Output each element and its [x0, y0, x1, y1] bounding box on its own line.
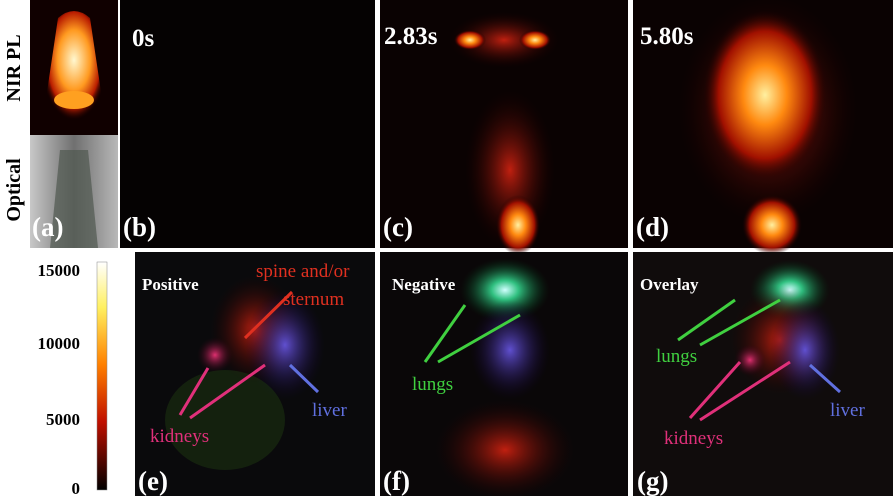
figure: NIR PL Optical (a) 0s (b) 2.83s (c) 5.80… [0, 0, 893, 496]
panel-label: (c) [383, 212, 413, 242]
colorbar-tick: 0 [72, 479, 81, 496]
annotation: liver [312, 400, 347, 421]
side-label: NIR PL [3, 34, 25, 101]
annotation: lungs [412, 374, 453, 395]
colorbar-tick: 15000 [38, 261, 81, 280]
panel-title: Positive [142, 275, 199, 294]
glow [197, 337, 233, 373]
annotation: sternum [283, 289, 344, 310]
glow [770, 300, 840, 400]
glow [165, 370, 285, 470]
time-label: 2.83s [384, 23, 438, 50]
nir-glow [54, 91, 94, 109]
panel-label: (e) [138, 466, 168, 496]
annotation: spine and/or [256, 261, 350, 282]
colorbar-tick: 5000 [46, 410, 80, 429]
glow [435, 400, 575, 496]
glow [454, 30, 486, 50]
glow [470, 300, 550, 400]
glow [703, 10, 827, 180]
glow [734, 344, 766, 376]
panel-title: Overlay [640, 275, 699, 294]
colorbar-tick: 10000 [38, 334, 81, 353]
time-label: 0s [132, 25, 155, 52]
panel-label: (b) [123, 212, 156, 242]
glow [742, 195, 802, 255]
panel-b [120, 0, 375, 248]
panel-title: Negative [392, 275, 456, 294]
annotation: kidneys [150, 426, 209, 447]
panel-label: (f) [383, 466, 410, 496]
annotation: kidneys [664, 428, 723, 449]
panel-label: (a) [32, 212, 63, 242]
panel-label: (d) [636, 212, 669, 242]
annotation: liver [830, 400, 865, 421]
time-label: 5.80s [640, 23, 694, 50]
colorbar [97, 262, 107, 490]
panel-label: (g) [637, 466, 668, 496]
side-label: Optical [3, 158, 25, 222]
annotation: lungs [656, 346, 697, 367]
glow [519, 30, 551, 50]
glow [496, 195, 540, 255]
